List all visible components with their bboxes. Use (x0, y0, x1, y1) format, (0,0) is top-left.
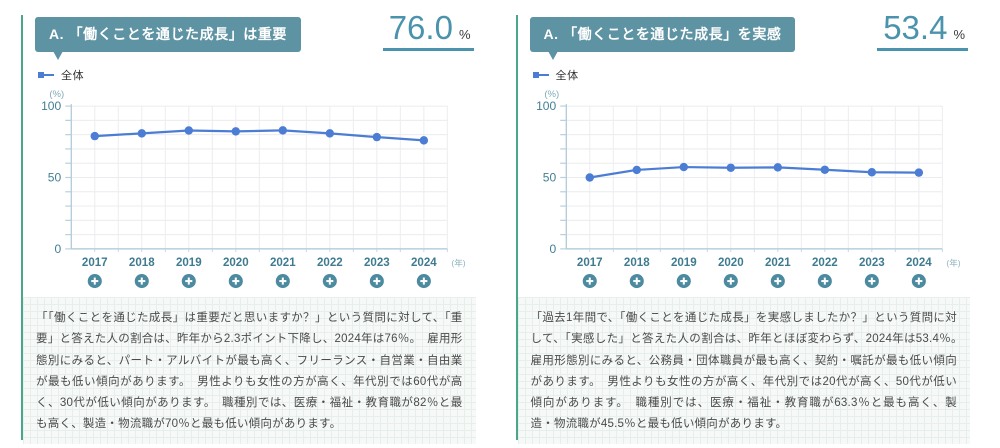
x-axis-label: 2023 (364, 257, 390, 269)
x-axis-label: 2020 (223, 257, 249, 269)
data-point (679, 162, 688, 172)
x-axis-label: 2024 (906, 257, 932, 269)
x-axis-label: 2023 (858, 257, 884, 269)
x-axis-label: 2018 (129, 257, 155, 269)
data-point (585, 173, 594, 182)
data-point (419, 136, 429, 145)
data-point (632, 165, 641, 175)
panel-header: A. 「働くことを通じた成長」を実感 53.4 % (518, 10, 971, 60)
expand-year-button[interactable] (87, 274, 102, 289)
expand-year-button[interactable] (582, 274, 597, 289)
expand-year-button[interactable] (416, 274, 431, 289)
expand-year-button[interactable] (275, 274, 290, 289)
chart-legend: 全体 (38, 67, 476, 83)
x-axis-unit-label: (年) (946, 257, 960, 268)
line-chart: 0 50 100(%) (年) 2017 2018 2019 2020 2021 2022 2023… (41, 89, 466, 289)
y-axis-tick-label: 50 (542, 171, 556, 185)
data-point (325, 129, 335, 138)
panel-header: A. 「働くことを通じた成長」は重要 76.0 % (23, 10, 476, 60)
y-axis-unit-label: (%) (544, 89, 559, 100)
expand-year-button[interactable] (723, 274, 738, 289)
expand-year-button[interactable] (629, 274, 644, 289)
expand-year-button[interactable] (817, 274, 832, 289)
x-axis-label: 2022 (317, 257, 343, 269)
data-point (867, 167, 876, 177)
panel-growth-realization: A. 「働くことを通じた成長」を実感 53.4 % 全体 0 50 100 (%) (年… (515, 10, 971, 440)
expand-year-button[interactable] (181, 274, 196, 289)
y-axis-tick-label: 0 (549, 242, 556, 256)
x-axis-label: 2021 (764, 257, 790, 269)
headline-value-block: 76.0 % (382, 9, 474, 51)
legend-label: 全体 (61, 70, 85, 82)
data-point (90, 131, 99, 141)
expand-year-button[interactable] (864, 274, 879, 289)
expand-year-button[interactable] (228, 274, 243, 289)
x-axis-label: 2017 (82, 257, 108, 269)
legend-label: 全体 (555, 70, 579, 82)
x-axis-label: 2020 (717, 257, 743, 269)
headline-value-block: 53.4 % (877, 10, 968, 51)
line-chart-container: 0 50 100 (%) (年) 2017 2018 2019 2020 2021 2022 2023… (520, 88, 969, 293)
data-point (372, 132, 382, 142)
x-axis-label: 2022 (811, 257, 837, 269)
data-point (820, 165, 829, 175)
x-axis-unit-label: (年) (451, 257, 465, 268)
x-axis-label: 2018 (623, 257, 649, 269)
y-axis-tick-label: 100 (536, 99, 556, 113)
x-axis-label: 2024 (411, 257, 437, 269)
description-box: 「過去1年間で、「働くことを通じた成長」を実感しましたか？」という質問に対して、… (518, 297, 971, 444)
headline-value: 76.0 (388, 9, 453, 46)
y-axis-unit-label: (%) (49, 89, 64, 100)
data-point (184, 126, 194, 135)
line-chart: 0 50 100(%) (年) 2017 2018 2019 2020 2021 2022 2023… (536, 89, 960, 289)
y-axis-tick-label: 0 (55, 242, 62, 256)
trend-line (94, 129, 424, 142)
x-axis-label: 2019 (176, 257, 202, 269)
trend-line (589, 165, 919, 179)
question-badge: A. 「働くことを通じた成長」を実感 (529, 17, 796, 60)
description-box: 「「働くことを通じた成長」は重要だと思いますか？」という質問に対して、「重要」と… (23, 297, 476, 444)
data-point (278, 126, 288, 135)
x-axis-label: 2021 (270, 257, 296, 269)
headline-value: 53.4 (883, 9, 948, 46)
data-point (231, 127, 241, 136)
expand-year-button[interactable] (770, 274, 785, 289)
data-point (773, 163, 782, 172)
data-point (726, 163, 735, 173)
expand-year-button[interactable] (322, 274, 337, 289)
x-axis-label: 2019 (670, 257, 696, 269)
description-text: 「「働くことを通じた成長」は重要だと思いますか？」という質問に対して、「重要」と… (36, 312, 463, 431)
chart-legend: 全体 (532, 67, 971, 83)
x-axis-label: 2017 (576, 257, 602, 269)
question-badge: A. 「働くことを通じた成長」は重要 (35, 17, 301, 60)
line-chart-container: 0 50 100 (%) (年) 2017 2018 2019 2020 2021 2022 2023… (25, 88, 474, 293)
data-point (137, 129, 147, 138)
expand-year-button[interactable] (134, 274, 149, 289)
description-text: 「過去1年間で、「働くことを通じた成長」を実感しましたか？」という質問に対して、… (530, 312, 969, 431)
y-axis-tick-label: 50 (48, 171, 62, 185)
legend-line-marker-icon (38, 71, 54, 79)
headline-unit: % (953, 27, 965, 42)
expand-year-button[interactable] (369, 274, 384, 289)
data-point (914, 168, 923, 177)
headline-unit: % (458, 27, 471, 42)
panel-growth-importance: A. 「働くことを通じた成長」は重要 76.0 % 全体 0 50 100 (%) (年… (21, 10, 476, 440)
expand-year-button[interactable] (676, 274, 691, 289)
legend-line-marker-icon (532, 71, 549, 79)
expand-year-button[interactable] (911, 274, 926, 289)
y-axis-tick-label: 100 (41, 99, 61, 113)
